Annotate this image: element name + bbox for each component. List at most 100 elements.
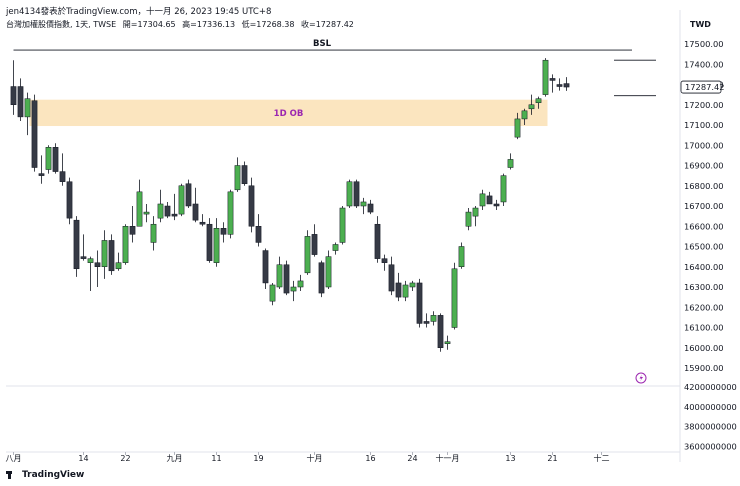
candle-body bbox=[332, 244, 339, 251]
candle-body bbox=[388, 264, 395, 292]
candle-body bbox=[507, 159, 514, 168]
candle-body bbox=[94, 262, 101, 268]
price-tick-label: 16900.00 bbox=[684, 161, 724, 171]
candle-body bbox=[458, 246, 465, 267]
open-value: =17304.65 bbox=[130, 20, 176, 29]
ohlc-open: 開=17304.65 bbox=[123, 20, 176, 29]
candle-body bbox=[542, 59, 549, 95]
candle-body bbox=[185, 183, 192, 207]
time-tick-label: 16 bbox=[365, 454, 375, 463]
candle-body bbox=[556, 84, 563, 87]
close-value: =17287.42 bbox=[309, 20, 354, 29]
candle-body bbox=[381, 258, 388, 263]
time-tick-label: 22 bbox=[120, 454, 130, 463]
candle-body bbox=[122, 226, 129, 263]
price-tick-label: 16600.00 bbox=[684, 221, 724, 231]
candle-body bbox=[199, 221, 206, 225]
candle-body bbox=[136, 191, 143, 227]
candle-body bbox=[38, 173, 45, 176]
time-tick-label: 十二 bbox=[594, 453, 610, 463]
candle-body bbox=[416, 282, 423, 324]
open-label: 開 bbox=[122, 20, 131, 29]
order-block-label: 1D OB bbox=[274, 109, 304, 119]
time-tick-label: 14 bbox=[78, 454, 88, 463]
candle-body bbox=[297, 280, 304, 288]
candle-body bbox=[479, 193, 486, 207]
time-tick-label: 19 bbox=[253, 454, 263, 463]
candle-body bbox=[521, 110, 528, 120]
price-tick-label: 17500.00 bbox=[684, 39, 724, 49]
candle-body bbox=[17, 86, 24, 118]
candle-body bbox=[31, 100, 38, 168]
candle-body bbox=[241, 165, 248, 184]
candle-body bbox=[171, 213, 178, 217]
low-label: 低 bbox=[241, 20, 250, 29]
symbol-line: 台灣加權股價指數, 1天, TWSE bbox=[6, 20, 117, 29]
low-value: =17268.38 bbox=[249, 20, 295, 29]
candle-body bbox=[227, 191, 234, 235]
time-tick-label: 21 bbox=[547, 454, 557, 463]
candle-body bbox=[549, 78, 556, 81]
candle-body bbox=[87, 258, 94, 263]
high-value: =17336.13 bbox=[190, 20, 236, 29]
candle-body bbox=[178, 185, 185, 215]
ohlc-close: 收=17287.42 bbox=[301, 20, 354, 29]
alert-circle-icon bbox=[635, 372, 647, 384]
candle-body bbox=[430, 315, 437, 322]
candle-body bbox=[276, 264, 283, 288]
tradingview-footer[interactable]: TradingView bbox=[6, 470, 84, 480]
price-tick-label: 16800.00 bbox=[684, 181, 724, 191]
candle-body bbox=[24, 98, 31, 118]
publisher-line: jen4134發表於TradingView.com，十一月 26, 2023 1… bbox=[6, 7, 272, 17]
candle-body bbox=[143, 211, 150, 215]
footer-brand: TradingView bbox=[22, 470, 85, 480]
candle-body bbox=[367, 203, 374, 213]
price-tick-label: 16200.00 bbox=[684, 302, 724, 312]
volume-tick-label: 4000000000 bbox=[684, 402, 737, 412]
time-tick-label: 十一月 bbox=[436, 453, 460, 463]
candle-body bbox=[395, 282, 402, 298]
candle-body bbox=[10, 86, 17, 106]
candle-body bbox=[451, 268, 458, 328]
price-tick-label: 16500.00 bbox=[684, 242, 724, 252]
ohlc-low: 低=17268.38 bbox=[242, 20, 295, 29]
candle-body bbox=[115, 262, 122, 270]
last-price-badge bbox=[680, 80, 722, 94]
candle-body bbox=[409, 282, 416, 288]
candle-body bbox=[283, 264, 290, 294]
time-tick-label: 24 bbox=[407, 454, 417, 463]
candle-body bbox=[255, 226, 262, 243]
volume-tick-label: 3800000000 bbox=[684, 422, 737, 432]
time-tick-label: 八月 bbox=[6, 454, 22, 463]
candle-body bbox=[59, 171, 66, 182]
candle-body bbox=[465, 211, 472, 227]
candle-body bbox=[157, 203, 164, 219]
price-tick-label: 17200.00 bbox=[684, 100, 724, 110]
price-tick-label: 16100.00 bbox=[684, 323, 724, 333]
candle-body bbox=[234, 165, 241, 191]
candle-body bbox=[535, 98, 542, 103]
candle-body bbox=[206, 223, 213, 261]
candle-body bbox=[339, 207, 346, 243]
price-tick-label: 16300.00 bbox=[684, 282, 724, 292]
symbol-info: 台灣加權股價指數, 1天, TWSE 開=17304.65 高=17336.13… bbox=[6, 19, 358, 30]
candle-body bbox=[472, 207, 479, 217]
time-tick-label: 11 bbox=[211, 454, 221, 463]
currency-label[interactable]: TWD bbox=[690, 20, 711, 29]
candle-body bbox=[423, 321, 430, 324]
price-tick-label: 15900.00 bbox=[684, 363, 724, 373]
candle-body bbox=[311, 234, 318, 255]
candle-body bbox=[325, 256, 332, 288]
candle-body bbox=[402, 284, 409, 298]
time-tick-label: 九月 bbox=[167, 454, 183, 463]
candle-body bbox=[269, 284, 276, 302]
price-tick-label: 16400.00 bbox=[684, 262, 724, 272]
time-tick-label: 13 bbox=[505, 454, 515, 463]
price-tick-label: 17400.00 bbox=[684, 59, 724, 69]
candle-body bbox=[108, 240, 115, 272]
candle-body bbox=[66, 181, 73, 219]
price-tick-label: 16700.00 bbox=[684, 201, 724, 211]
candle-body bbox=[444, 341, 451, 344]
time-tick-label: 十月 bbox=[307, 453, 323, 463]
